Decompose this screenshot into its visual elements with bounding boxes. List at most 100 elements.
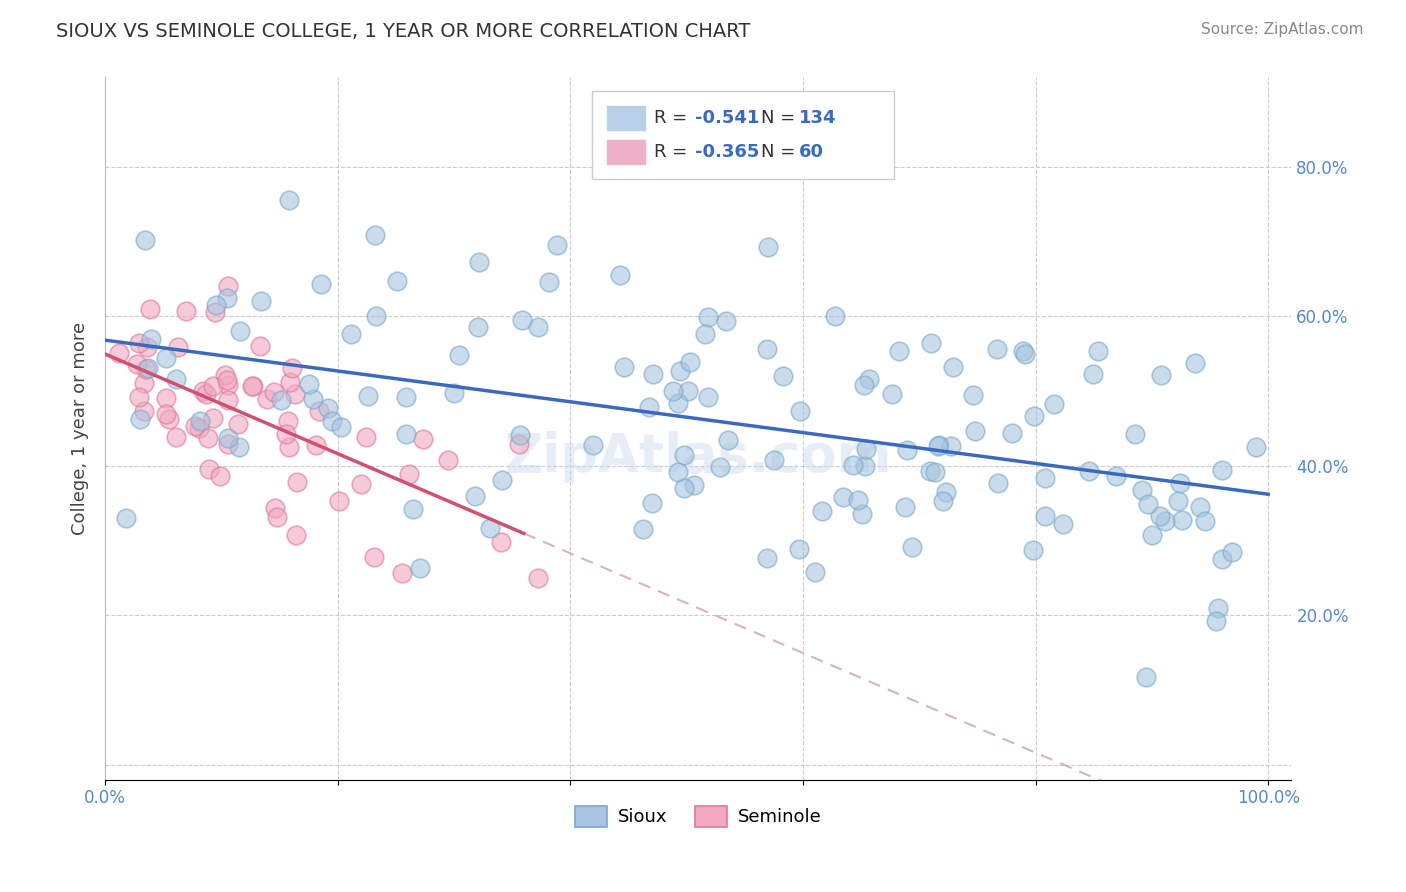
- Point: [217, 393, 239, 408]
- Text: N =: N =: [761, 143, 801, 161]
- Point: [1244, 440, 1267, 454]
- Point: [1149, 368, 1171, 382]
- Point: [468, 254, 491, 268]
- Point: [832, 490, 855, 504]
- Point: [673, 481, 696, 495]
- Point: [136, 360, 159, 375]
- Point: [298, 376, 321, 391]
- Text: 134: 134: [799, 109, 837, 128]
- Point: [756, 342, 779, 356]
- FancyBboxPatch shape: [592, 92, 894, 179]
- Point: [278, 376, 301, 390]
- Point: [1130, 483, 1153, 497]
- Point: [1220, 545, 1243, 559]
- Text: 60: 60: [799, 143, 824, 161]
- Point: [395, 427, 418, 442]
- Point: [772, 369, 794, 384]
- Point: [215, 291, 238, 305]
- Point: [963, 424, 986, 438]
- Point: [256, 392, 278, 407]
- Point: [851, 507, 873, 521]
- Point: [274, 426, 297, 441]
- Point: [437, 452, 460, 467]
- Point: [939, 439, 962, 453]
- Point: [918, 464, 941, 478]
- Point: [631, 522, 654, 536]
- Point: [853, 458, 876, 473]
- Point: [277, 193, 299, 207]
- Point: [810, 504, 832, 518]
- Point: [217, 378, 239, 392]
- Point: [197, 432, 219, 446]
- Point: [135, 362, 157, 376]
- Point: [927, 439, 949, 453]
- Point: [132, 376, 155, 390]
- Point: [402, 502, 425, 516]
- Point: [409, 561, 432, 575]
- Point: [115, 511, 138, 525]
- Point: [893, 500, 915, 515]
- Point: [128, 335, 150, 350]
- Point: [986, 476, 1008, 491]
- Point: [356, 389, 378, 403]
- Point: [330, 420, 353, 434]
- Point: [986, 342, 1008, 356]
- Point: [108, 345, 131, 359]
- Point: [1052, 516, 1074, 531]
- Point: [928, 437, 950, 451]
- Point: [673, 448, 696, 462]
- Text: R =: R =: [654, 109, 693, 128]
- Point: [935, 484, 957, 499]
- Text: SIOUX VS SEMINOLE COLLEGE, 1 YEAR OR MORE CORRELATION CHART: SIOUX VS SEMINOLE COLLEGE, 1 YEAR OR MOR…: [56, 22, 751, 41]
- Point: [277, 440, 299, 454]
- Point: [214, 368, 236, 383]
- Point: [1087, 344, 1109, 359]
- Point: [693, 326, 716, 341]
- Point: [804, 566, 827, 580]
- Point: [1171, 513, 1194, 527]
- Point: [340, 326, 363, 341]
- Point: [1043, 397, 1066, 411]
- Point: [328, 494, 350, 508]
- Point: [609, 268, 631, 283]
- Point: [204, 298, 226, 312]
- Point: [1154, 515, 1177, 529]
- Point: [217, 279, 239, 293]
- Text: ZipAtlas.com: ZipAtlas.com: [505, 431, 891, 483]
- Point: [188, 421, 211, 435]
- Point: [1033, 508, 1056, 523]
- Point: [489, 535, 512, 549]
- Point: [308, 404, 330, 418]
- Point: [478, 521, 501, 535]
- Point: [249, 338, 271, 352]
- Point: [395, 390, 418, 404]
- Point: [582, 438, 605, 452]
- Point: [824, 309, 846, 323]
- Point: [666, 396, 689, 410]
- Point: [301, 392, 323, 407]
- Point: [165, 371, 187, 385]
- Point: [155, 351, 177, 366]
- Point: [263, 384, 285, 399]
- Point: [858, 372, 880, 386]
- Point: [305, 438, 328, 452]
- Point: [364, 228, 387, 243]
- Point: [309, 277, 332, 291]
- Point: [127, 357, 149, 371]
- Point: [157, 411, 180, 425]
- Point: [789, 404, 811, 418]
- Point: [250, 294, 273, 309]
- Point: [901, 540, 924, 554]
- Text: -0.541: -0.541: [695, 109, 759, 128]
- Point: [217, 431, 239, 445]
- Point: [491, 473, 513, 487]
- Legend: Sioux, Seminole: Sioux, Seminole: [568, 798, 830, 834]
- Point: [641, 367, 664, 381]
- Point: [240, 379, 263, 393]
- Point: [1194, 514, 1216, 528]
- Text: R =: R =: [654, 143, 693, 161]
- Point: [1167, 493, 1189, 508]
- Point: [188, 414, 211, 428]
- Point: [1033, 471, 1056, 485]
- Point: [1211, 463, 1233, 477]
